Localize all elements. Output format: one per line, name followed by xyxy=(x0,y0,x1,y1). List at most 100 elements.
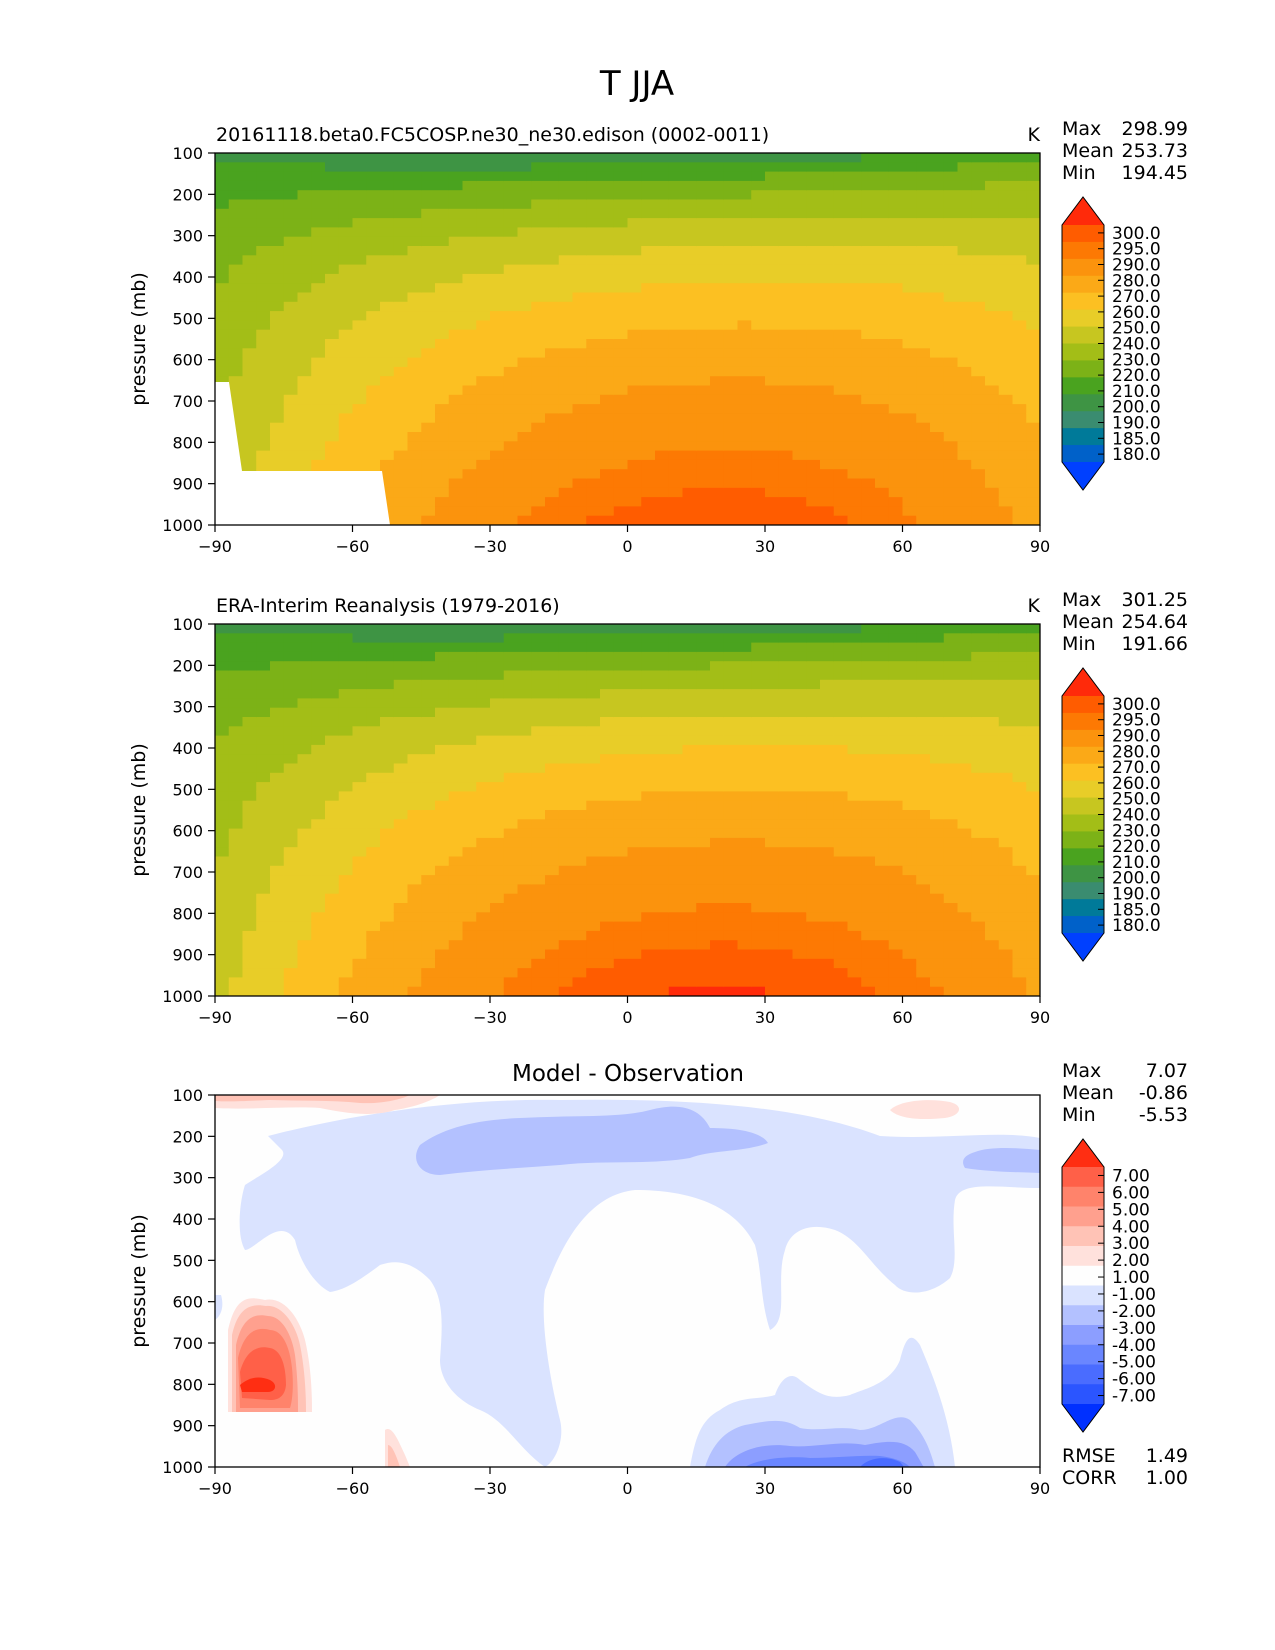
contour-cell xyxy=(476,707,491,718)
contour-cell xyxy=(792,921,807,932)
x-tick-label: 0 xyxy=(622,1008,632,1027)
contour-cell xyxy=(517,633,532,644)
contour-cell xyxy=(682,153,697,163)
contour-cell xyxy=(875,394,890,405)
contour-cell xyxy=(1026,726,1040,737)
contour-cell xyxy=(380,208,395,219)
contour-cell xyxy=(435,459,450,470)
contour-cell xyxy=(242,679,257,690)
contour-cell xyxy=(930,478,945,489)
contour-cell xyxy=(600,264,615,275)
contour-cell xyxy=(517,404,532,414)
contour-cell xyxy=(270,921,285,932)
contour-cell xyxy=(270,968,285,978)
contour-cell xyxy=(957,707,972,718)
contour-cell xyxy=(641,856,656,867)
contour-cell xyxy=(930,171,945,182)
contour-cell xyxy=(875,292,890,303)
contour-cell xyxy=(490,357,505,368)
contour-cell xyxy=(228,940,244,951)
contour-cell xyxy=(792,236,807,247)
contour-cell xyxy=(462,376,477,387)
contour-cell xyxy=(228,218,244,228)
contour-cell xyxy=(572,875,587,885)
contour-cell xyxy=(820,726,835,737)
contour-cell xyxy=(888,903,904,913)
contour-cell xyxy=(545,469,560,480)
contour-cell xyxy=(311,782,326,792)
contour-cell xyxy=(998,651,1014,662)
contour-cell xyxy=(325,651,340,662)
contour-cell xyxy=(998,218,1014,228)
contour-cell xyxy=(366,865,381,876)
contour-cell xyxy=(998,661,1014,672)
contour-cell xyxy=(325,670,340,681)
contour-cell xyxy=(985,487,1000,498)
contour-cell xyxy=(792,707,807,718)
contour-cell xyxy=(957,921,972,932)
contour-cell xyxy=(490,772,505,783)
contour-cell xyxy=(503,469,519,480)
contour-cell xyxy=(737,670,752,681)
contour-cell xyxy=(613,949,629,960)
contour-cell xyxy=(820,633,835,644)
contour-cell xyxy=(792,422,807,433)
contour-cell xyxy=(668,875,684,885)
contour-cell xyxy=(338,171,354,182)
contour-cell xyxy=(778,893,794,904)
contour-cell xyxy=(283,301,299,312)
contour-cell xyxy=(352,153,367,163)
contour-cell xyxy=(352,865,367,876)
contour-cell xyxy=(985,651,1000,662)
contour-cell xyxy=(311,199,326,210)
contour-cell xyxy=(545,679,560,690)
contour-cell xyxy=(847,190,862,201)
contour-cell xyxy=(380,772,395,783)
contour-cell xyxy=(228,837,244,848)
contour-cell xyxy=(875,497,890,507)
contour-cell xyxy=(545,847,560,858)
contour-cell xyxy=(476,763,491,774)
contour-cell xyxy=(297,385,312,396)
contour-cell xyxy=(888,246,904,256)
contour-cell xyxy=(407,450,422,461)
contour-cell xyxy=(751,432,766,442)
contour-cell xyxy=(971,986,986,996)
contour-cell xyxy=(765,422,780,433)
contour-cell xyxy=(325,679,340,690)
contour-cell xyxy=(283,162,299,173)
contour-cell xyxy=(861,153,876,163)
contour-cell xyxy=(737,921,752,932)
contour-cell xyxy=(311,968,326,978)
contour-cell xyxy=(448,171,464,182)
colorbar-swatch xyxy=(1062,729,1104,748)
contour-cell xyxy=(778,339,794,349)
contour-cell xyxy=(476,208,491,219)
contour-cell xyxy=(833,180,849,191)
contour-cell xyxy=(297,968,312,978)
contour-cell xyxy=(380,190,395,201)
contour-cell xyxy=(682,958,697,969)
contour-cell xyxy=(490,236,505,247)
contour-cell xyxy=(476,180,491,191)
contour-cell xyxy=(641,624,656,634)
contour-cell xyxy=(462,698,477,709)
contour-cell xyxy=(380,968,395,978)
contour-cell xyxy=(242,171,257,182)
contour-cell xyxy=(765,912,780,923)
contour-cell xyxy=(545,661,560,672)
contour-cell xyxy=(393,264,409,275)
contour-cell xyxy=(572,689,587,699)
contour-cell xyxy=(627,940,642,951)
contour-cell xyxy=(696,717,711,727)
contour-cell xyxy=(1026,320,1040,331)
contour-cell xyxy=(627,366,642,377)
contour-cell xyxy=(215,958,230,969)
contour-cell xyxy=(490,744,505,755)
contour-cell xyxy=(476,670,491,681)
contour-cell xyxy=(820,264,835,275)
colorbar-label: 290.0 xyxy=(1112,256,1161,276)
contour-cell xyxy=(998,670,1014,681)
contour-cell xyxy=(696,633,711,644)
contour-cell xyxy=(435,199,450,210)
